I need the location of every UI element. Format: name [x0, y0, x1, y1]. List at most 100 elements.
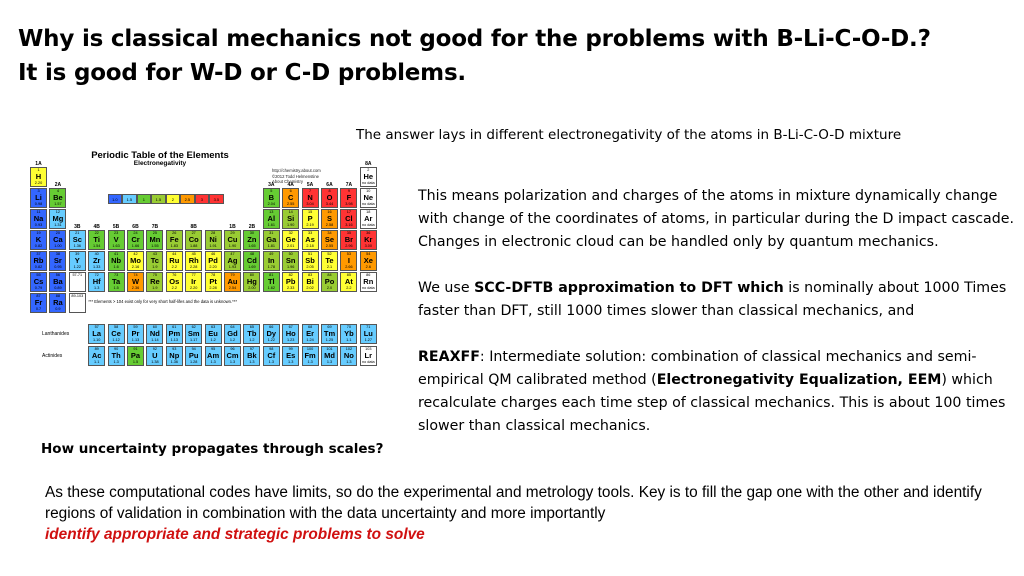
periodic-table-title: Periodic Table of the Elements [91, 150, 229, 161]
title-line-1: Why is classical mechanics not good for … [18, 26, 931, 52]
element-symbol: Gd [227, 328, 238, 338]
element-value: 2.28 [189, 264, 198, 269]
element-value: 2.58 [325, 222, 334, 227]
element-symbol: Li [35, 192, 42, 202]
element-value: 1.33 [92, 264, 101, 269]
element-cell: 52 Te 2.1 [321, 251, 338, 271]
element-number: 89-103 [71, 294, 84, 298]
element-number: 28 [210, 231, 216, 235]
element-symbol: B [268, 192, 274, 202]
group-label: 4B [93, 224, 100, 230]
element-value: 1.2 [229, 337, 236, 342]
actinide-cell: 92 U 1.38 [146, 346, 164, 366]
lanthanide-cell: 70 Yb 1.1 [340, 324, 358, 344]
element-symbol: Na [33, 213, 44, 223]
element-number: 16 [327, 210, 332, 214]
element-number: 31 [269, 231, 274, 235]
element-number: 42 [133, 252, 138, 256]
element-number: 69 [327, 325, 332, 329]
element-value: 1.55 [151, 243, 159, 248]
element-symbol: P [307, 213, 313, 223]
element-number: 1 [37, 168, 40, 172]
element-number: 17 [346, 210, 351, 214]
element-symbol: Ce [111, 328, 121, 338]
element-symbol: Nd [149, 328, 160, 338]
element-value: 1.13 [170, 337, 178, 342]
element-cell: 46 Pd 2.20 [204, 251, 222, 271]
element-cell: 3 Li 0.98 [30, 188, 47, 208]
element-number: 80 [249, 273, 254, 277]
element-symbol: C [287, 192, 294, 202]
element-number: 90 [113, 347, 119, 351]
element-value: 1.36 [73, 243, 81, 248]
element-cell: 14 Si 1.90 [282, 209, 300, 229]
element-symbol: Os [169, 276, 180, 286]
element-number: 96 [230, 347, 235, 351]
group-label: 6A [326, 182, 333, 188]
actinide-cell: 101 Md 1.3 [321, 346, 338, 366]
element-number: 39 [75, 252, 80, 256]
element-symbol: Ta [111, 276, 121, 286]
element-number: 19 [36, 231, 41, 235]
p3-post: ) which recalculate charges each time st… [418, 372, 1006, 434]
element-value: 1.3 [229, 359, 236, 364]
element-symbol: Ba [53, 276, 63, 286]
element-value: 0.98 [34, 201, 43, 206]
element-cell: 18 Ar no data [359, 209, 377, 229]
element-cell: 13 Al 1.61 [262, 209, 280, 229]
element-number: 36 [366, 231, 371, 235]
element-number: 70 [346, 325, 351, 329]
element-value: 3.04 [306, 201, 314, 206]
element-symbol: No [343, 350, 354, 360]
p3-mid: : Intermediate solution: combination of … [418, 349, 977, 388]
element-number: 15 [307, 210, 313, 214]
group-label: 1B [229, 224, 236, 230]
group-label: 8B [190, 224, 197, 230]
element-number: 68 [307, 325, 313, 329]
element-number: 85 [346, 273, 351, 277]
element-value: 1.54 [92, 243, 101, 248]
element-number: 92 [152, 347, 157, 351]
element-number: 83 [307, 273, 313, 277]
element-cell: 48 Cd 1.69 [243, 251, 261, 271]
p3-bold-reaxff: REAXFF [418, 349, 480, 365]
element-value: 1.14 [151, 337, 159, 342]
element-cell: 34 Se 2.55 [321, 230, 338, 250]
lanthanide-cell: 71 Lu 1.27 [359, 324, 377, 344]
element-number: 54 [366, 252, 371, 256]
element-symbol: Lu [363, 328, 373, 338]
group-label: 2A [54, 182, 62, 188]
group-label: 3B [74, 224, 81, 230]
element-symbol: Sc [72, 234, 82, 244]
element-cell: 82 Pb 2.33 [282, 272, 300, 292]
element-symbol: Am [207, 350, 220, 360]
element-cell: 5 B 2.04 [262, 188, 280, 208]
element-value: 1.90 [286, 222, 295, 227]
element-value: 1.13 [131, 337, 140, 342]
element-number: 20 [55, 231, 60, 235]
element-number: 65 [249, 325, 254, 329]
element-cell: 87 Fr 0.7 [30, 293, 47, 313]
element-value: 1.91 [209, 243, 217, 248]
bottom-paragraph: As these computational codes have limits… [45, 482, 1015, 545]
element-cell: 53 I 2.66 [340, 251, 358, 271]
element-symbol: Cs [33, 276, 44, 286]
title-line-2: It is good for W-D or C-D problems. [18, 60, 466, 86]
element-number: 66 [269, 325, 274, 329]
element-number: 12 [55, 210, 60, 214]
element-value: 2.6 [365, 264, 371, 269]
element-symbol: Ne [363, 192, 374, 202]
element-value: 2.05 [306, 264, 314, 269]
element-cell: 2 He no data [359, 167, 377, 187]
element-value: 1.3 [249, 359, 255, 364]
group-label: 8A [365, 161, 372, 167]
element-number: 23 [113, 231, 119, 235]
element-number: 75 [152, 273, 157, 277]
element-symbol: Hf [92, 276, 101, 286]
element-cell: 1 H 2.20 [30, 167, 47, 187]
element-number: 63 [210, 325, 216, 329]
element-symbol: Ho [285, 328, 296, 338]
element-value: 2.55 [286, 201, 295, 206]
element-symbol: Pr [131, 328, 140, 338]
element-value: 1.93 [228, 264, 237, 269]
